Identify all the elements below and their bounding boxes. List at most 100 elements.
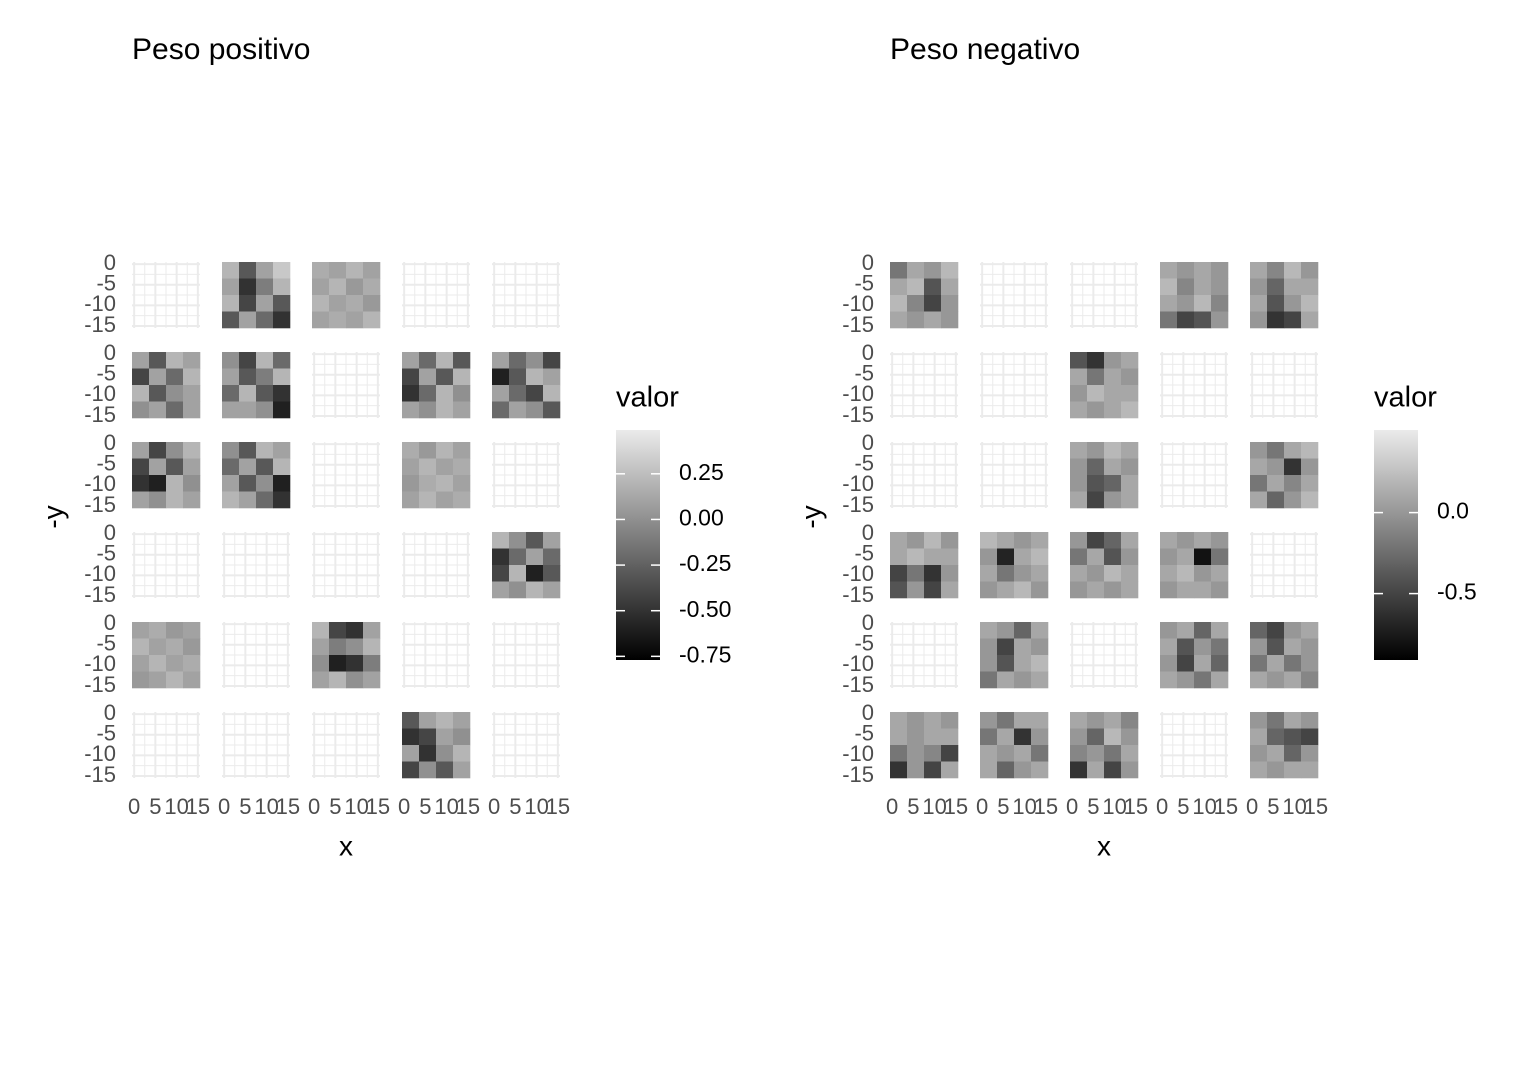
heatmap-cell [1104, 475, 1122, 492]
heatmap-cell [239, 352, 257, 369]
x-tick-label: 15 [186, 794, 210, 819]
heatmap-cell [1087, 532, 1105, 549]
heatmap-cell [1301, 622, 1319, 639]
heatmap-cell [1087, 728, 1105, 746]
heatmap-cell [1284, 622, 1302, 639]
heatmap-cell [402, 728, 420, 746]
y-tick-label: -10 [842, 291, 874, 316]
heatmap-cell [329, 655, 347, 672]
heatmap-cell [1104, 712, 1122, 729]
y-tick-label: -10 [84, 291, 116, 316]
heatmap-cell [509, 368, 527, 386]
heatmap-cell [924, 278, 942, 296]
x-tick-label: 10 [1102, 794, 1126, 819]
heatmap-cell [1087, 352, 1105, 369]
heatmap-cell [346, 311, 364, 329]
heatmap-cell [183, 385, 201, 402]
heatmap-cell [402, 712, 420, 729]
heatmap-cell [329, 295, 347, 312]
heatmap-cell [1194, 548, 1212, 566]
heatmap-cell [329, 262, 347, 279]
heatmap-cell [402, 385, 420, 402]
heatmap-cell [1177, 311, 1195, 329]
heatmap-cell [526, 385, 544, 402]
heatmap-cell [1031, 761, 1049, 779]
heatmap-cell [1014, 728, 1032, 746]
x-tick-label: 0 [1246, 794, 1258, 819]
heatmap-cell [1160, 262, 1178, 279]
heatmap-cell [1284, 491, 1302, 509]
heatmap-cell [1104, 745, 1122, 762]
heatmap-cell [1070, 745, 1088, 762]
heatmap-cell [222, 475, 240, 492]
heatmap-cell [1104, 385, 1122, 402]
heatmap-cell [1104, 532, 1122, 549]
heatmap-cell [1087, 442, 1105, 459]
heatmap-cell [346, 295, 364, 312]
heatmap-cell [1284, 295, 1302, 312]
heatmap-cell [1301, 295, 1319, 312]
heatmap-cell [1211, 295, 1229, 312]
x-tick-label: 10 [1192, 794, 1216, 819]
heatmap-cell [273, 385, 291, 402]
heatmap-cell [402, 368, 420, 386]
heatmap-cell [149, 352, 167, 369]
heatmap-cell [997, 638, 1015, 656]
y-axis-title: -y [795, 505, 826, 528]
heatmap-cell [980, 565, 998, 582]
heatmap-cell [1014, 638, 1032, 656]
heatmap-cell [1267, 745, 1285, 762]
heatmap-cell [419, 442, 437, 459]
heatmap-cell [1177, 532, 1195, 549]
x-tick-label: 0 [1156, 794, 1168, 819]
heatmap-cell [543, 352, 561, 369]
heatmap-cell [1267, 262, 1285, 279]
heatmap-cell [222, 311, 240, 329]
heatmap-cell [924, 262, 942, 279]
heatmap-cell [941, 565, 959, 582]
heatmap-cell [402, 458, 420, 476]
heatmap-cell [273, 311, 291, 329]
colorbar-tick-label: -0.75 [679, 641, 731, 667]
heatmap-cell [492, 532, 510, 549]
heatmap-cell [1031, 548, 1049, 566]
heatmap-cell [1194, 622, 1212, 639]
heatmap-cell [907, 761, 925, 779]
heatmap-cell [149, 475, 167, 492]
heatmap-cell [166, 385, 184, 402]
heatmap-cell [997, 761, 1015, 779]
heatmap-cell [273, 458, 291, 476]
heatmap-cell [941, 262, 959, 279]
heatmap-cell [132, 671, 150, 689]
heatmap-cell [1070, 385, 1088, 402]
y-tick-label: -10 [84, 471, 116, 496]
x-tick-label: 5 [997, 794, 1009, 819]
x-tick-label: 10 [164, 794, 188, 819]
heatmap-cell [183, 442, 201, 459]
heatmap-cell [1031, 532, 1049, 549]
heatmap-cell [1031, 728, 1049, 746]
heatmap-cell [222, 352, 240, 369]
y-tick-label: -15 [842, 312, 874, 337]
heatmap-cell [419, 458, 437, 476]
heatmap-cell [526, 532, 544, 549]
heatmap-cell [1121, 745, 1139, 762]
heatmap-cell [941, 548, 959, 566]
heatmap-cell [346, 278, 364, 296]
y-tick-label: -15 [84, 582, 116, 607]
heatmap-cell [329, 671, 347, 689]
heatmap-cell [222, 491, 240, 509]
heatmap-cell [436, 761, 454, 779]
heatmap-cell [239, 295, 257, 312]
y-tick-label: -15 [84, 762, 116, 787]
heatmap-cell [312, 311, 330, 329]
heatmap-cell [166, 458, 184, 476]
heatmap-cell [1087, 548, 1105, 566]
heatmap-cell [1301, 671, 1319, 689]
heatmap-cell [924, 761, 942, 779]
heatmap-cell [1070, 548, 1088, 566]
y-tick-label: -15 [842, 492, 874, 517]
heatmap-cell [166, 491, 184, 509]
heatmap-cell [1194, 565, 1212, 582]
chart-title: Peso negativo [890, 33, 1080, 66]
